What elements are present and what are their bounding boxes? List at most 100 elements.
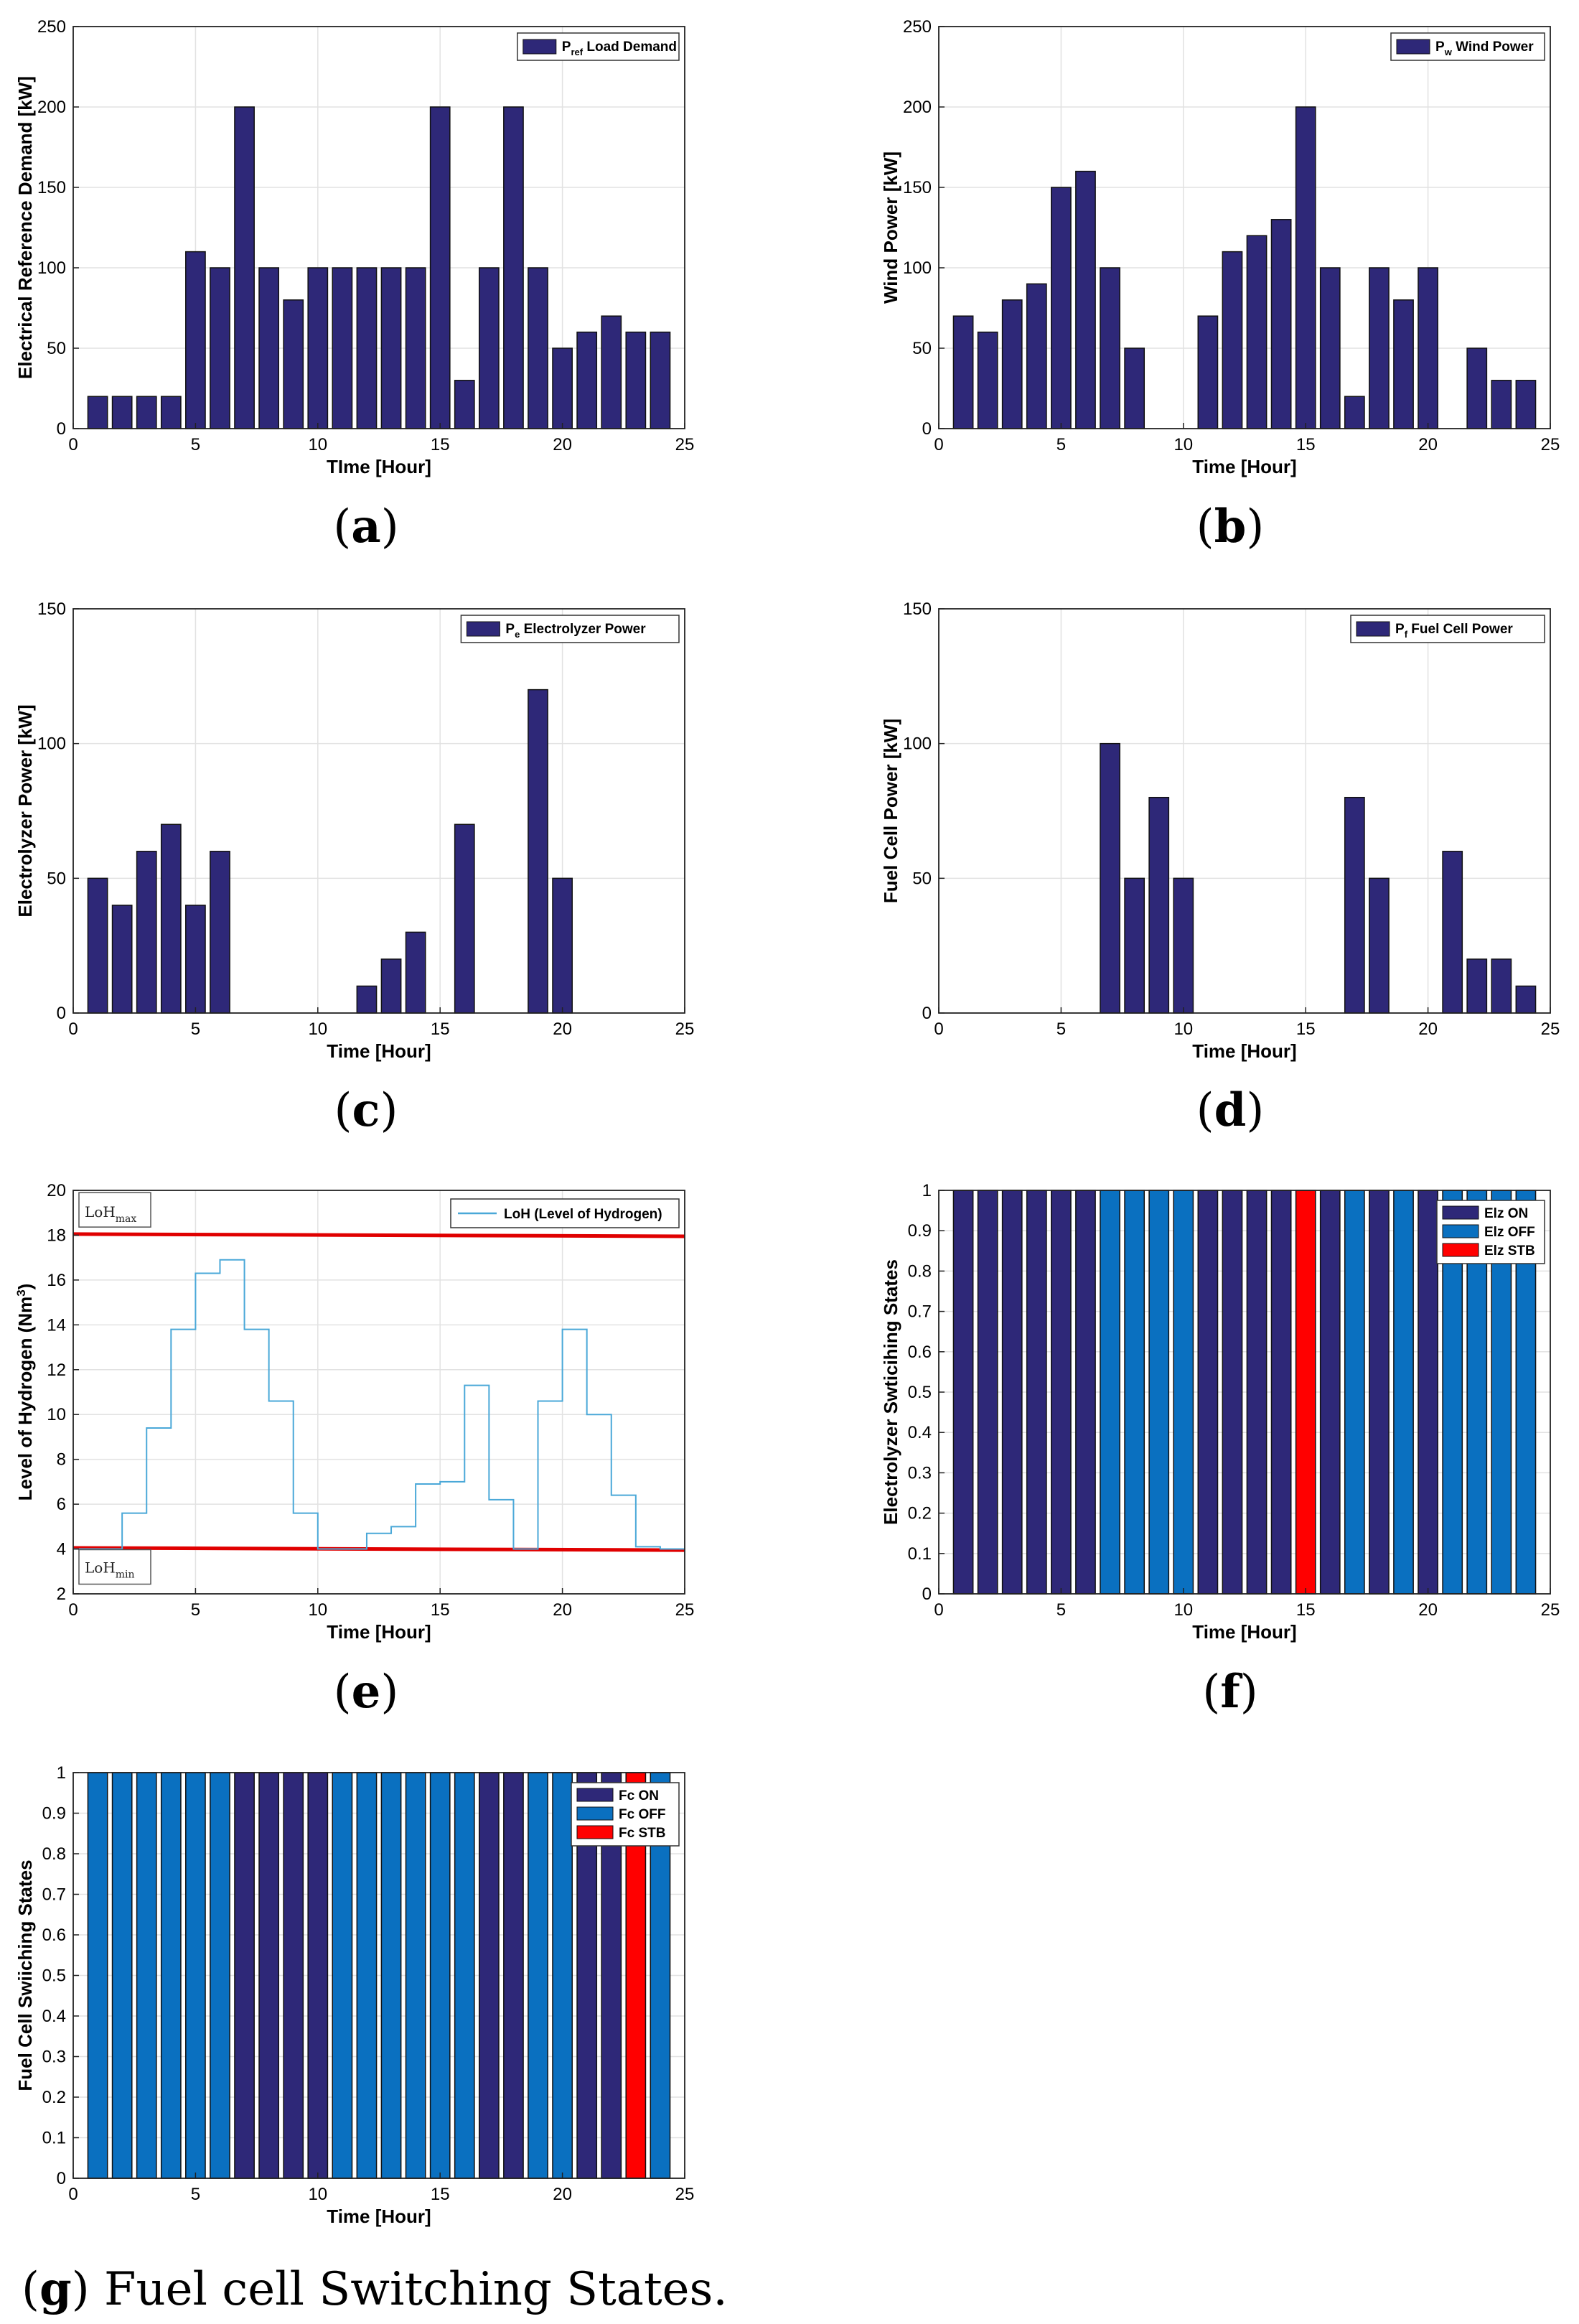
bar-hour-23 bbox=[625, 331, 647, 429]
y-tick-label: 100 bbox=[37, 258, 66, 278]
bar-hour-22 bbox=[601, 315, 622, 429]
caption-text: ) bbox=[1246, 1084, 1264, 1137]
loh-max-base: LoH bbox=[85, 1203, 116, 1221]
caption-letter: b bbox=[1214, 500, 1247, 554]
y-tick-label: 0 bbox=[57, 2169, 66, 2188]
x-tick-label: 10 bbox=[308, 1600, 327, 1620]
caption-text: ) bbox=[381, 500, 399, 554]
y-tick-label: 0 bbox=[922, 419, 932, 439]
y-tick-label: 16 bbox=[47, 1271, 66, 1290]
bar-hour-15 bbox=[1295, 106, 1316, 429]
y-tick-label: 100 bbox=[903, 258, 932, 278]
y-axis-label: Fuel Cell Swiiching States bbox=[14, 1859, 36, 2091]
bar-hour-20 bbox=[552, 1772, 573, 2179]
x-tick-label: 20 bbox=[1418, 1019, 1438, 1039]
y-tick-label: 0.1 bbox=[42, 2129, 66, 2148]
y-tick-label: 0.7 bbox=[908, 1302, 932, 1322]
y-tick-label: 0.8 bbox=[42, 1844, 66, 1864]
x-tick-label: 20 bbox=[1418, 1600, 1438, 1620]
y-tick-label: 0.1 bbox=[908, 1544, 932, 1564]
bar-hour-21 bbox=[576, 331, 598, 429]
caption-paren-open: ( bbox=[334, 1666, 352, 1719]
y-tick-label: 18 bbox=[47, 1226, 66, 1245]
y-axis-label-text: Fuel Cell Power [kW] bbox=[880, 719, 901, 903]
loh-min-label: LoHmin bbox=[85, 1559, 135, 1580]
legend-subscript: w bbox=[1444, 47, 1453, 57]
caption-e: (e) bbox=[334, 1665, 399, 1719]
bar-hour-16 bbox=[1319, 267, 1341, 429]
y-tick-label: 0 bbox=[57, 1004, 66, 1023]
chart-g: 0 5 10 15 20 25 0 0.1 0.2 0.3 0.4 0.5 0.6 0.7 0.8 0.9 1 T… bbox=[14, 1763, 728, 2316]
bar-hour-11 bbox=[1197, 1190, 1219, 1595]
chart-d: 0 5 10 15 20 25 0 50 100 150 Time [Hour] Fuel Cell … bbox=[880, 599, 1560, 1137]
legend-symbol: P bbox=[1435, 39, 1445, 55]
caption-paren-open: ( bbox=[1196, 1084, 1214, 1137]
bar-hour-16 bbox=[454, 1772, 475, 2179]
y-tick-label: 0 bbox=[922, 1004, 932, 1023]
loh-series-line bbox=[73, 1259, 685, 1550]
y-axis-label-end: ) bbox=[14, 1284, 36, 1290]
bar-hour-9 bbox=[283, 299, 304, 429]
caption-d: (d) bbox=[1196, 1083, 1265, 1137]
y-axis-label-text: Wind Power [kW] bbox=[880, 151, 901, 304]
x-tick-label: 5 bbox=[1056, 435, 1066, 454]
y-tick-label: 200 bbox=[37, 98, 66, 117]
bar-hour-17 bbox=[1344, 796, 1365, 1014]
x-tick-label: 25 bbox=[1541, 1019, 1560, 1039]
legend-label: LoH (Level of Hydrogen) bbox=[504, 1207, 662, 1222]
y-axis-label: Fuel Cell Power [kW] bbox=[880, 719, 901, 903]
legend-text: Wind Power bbox=[1452, 39, 1534, 55]
y-axis-label: Electrolyzer Power [kW] bbox=[14, 704, 36, 917]
bar-hour-17 bbox=[1344, 396, 1365, 429]
bar-hour-11 bbox=[332, 267, 353, 429]
legend: Pref Load Demand bbox=[517, 32, 680, 61]
bar-hour-20 bbox=[552, 877, 573, 1014]
caption-text: ) bbox=[1240, 1666, 1258, 1719]
caption-letter: d bbox=[1214, 1083, 1247, 1137]
bar-hour-4 bbox=[1026, 1190, 1047, 1595]
caption-b: (b) bbox=[1196, 500, 1265, 554]
y-tick-label: 0.2 bbox=[908, 1504, 932, 1523]
tick-labels: 0 5 10 15 20 25 2 4 6 8 10 12 14 16 18 20 bbox=[47, 1181, 694, 1620]
bar-hour-6 bbox=[210, 1772, 230, 2179]
loh-min-base: LoH bbox=[85, 1559, 116, 1576]
caption-letter: c bbox=[352, 1083, 380, 1137]
caption-f: (f) bbox=[1202, 1665, 1257, 1719]
loh-max-box bbox=[78, 1192, 151, 1228]
axes-frame bbox=[938, 26, 1551, 429]
legend-swatch-stb bbox=[1442, 1243, 1479, 1257]
y-tick-label: 250 bbox=[37, 17, 66, 37]
y-tick-label: 0.8 bbox=[908, 1261, 932, 1281]
bar-hour-8 bbox=[1124, 1190, 1145, 1595]
axes-frame bbox=[72, 1190, 685, 1595]
y-tick-label: 14 bbox=[47, 1315, 66, 1335]
bar-hour-16 bbox=[1319, 1190, 1341, 1595]
caption-paren-open: ( bbox=[334, 1084, 352, 1137]
y-axis-label: Electrical Reference Demand [kW] bbox=[14, 76, 36, 379]
bar-hour-2 bbox=[111, 905, 133, 1014]
bar-hour-13 bbox=[380, 958, 402, 1014]
caption-letter: g bbox=[39, 2262, 72, 2316]
y-axis-label: Level of Hydrogen (Nm3) bbox=[14, 1284, 36, 1501]
bar-hour-22 bbox=[1466, 958, 1488, 1014]
legend-label: Pf Fuel Cell Power bbox=[1395, 622, 1513, 640]
legend-text: Electrolyzer Power bbox=[520, 622, 646, 637]
axes-frame bbox=[72, 26, 685, 429]
bar-hour-14 bbox=[1270, 1190, 1292, 1595]
bar-hour-11 bbox=[1197, 315, 1219, 429]
legend-subscript: f bbox=[1405, 629, 1408, 640]
loh-max-line bbox=[72, 1232, 685, 1238]
bar-hour-22 bbox=[1466, 347, 1488, 429]
y-tick-label: 10 bbox=[47, 1405, 66, 1424]
bar-hour-12 bbox=[356, 1772, 378, 2179]
bar-hour-8 bbox=[258, 267, 280, 429]
bar-hour-3 bbox=[1001, 299, 1023, 429]
chart-f: 0 5 10 15 20 25 0 0.1 0.2 0.3 0.4 0.5 0.6 0.7 0.8 0.9 1 T… bbox=[880, 1181, 1560, 1719]
y-tick-label: 0.9 bbox=[908, 1221, 932, 1241]
y-axis-label: Wind Power [kW] bbox=[880, 151, 901, 304]
bar-hour-4 bbox=[160, 1772, 182, 2179]
bar-hour-7 bbox=[1100, 742, 1120, 1014]
y-tick-label: 0.2 bbox=[42, 2088, 66, 2107]
